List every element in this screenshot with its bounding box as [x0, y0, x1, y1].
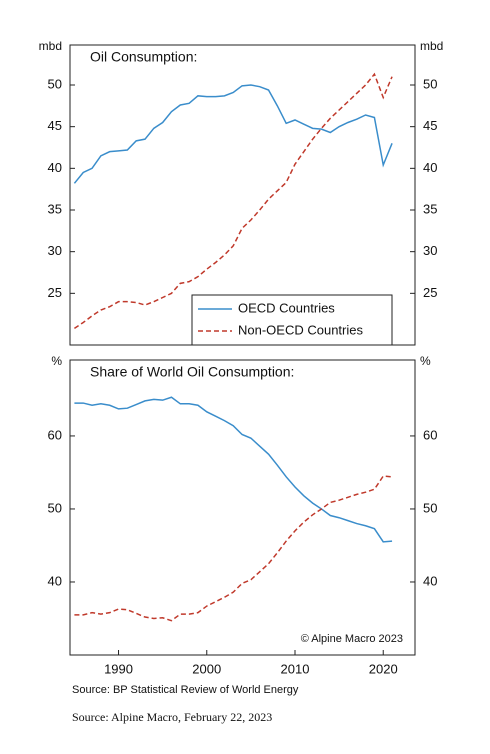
- y-tick-label: 40: [48, 573, 62, 588]
- y2-axis-unit: mbd: [420, 39, 443, 53]
- y-tick-label: 30: [48, 243, 62, 258]
- x-tick-label: 2010: [281, 661, 310, 676]
- series-line: [74, 475, 393, 622]
- x-tick-label: 1990: [104, 661, 133, 676]
- x-tick-label: 2000: [192, 661, 221, 676]
- y2-tick-label: 25: [423, 285, 437, 300]
- y-axis-unit: %: [51, 354, 62, 368]
- y-tick-label: 40: [48, 160, 62, 175]
- y-tick-label: 45: [48, 118, 62, 133]
- y2-tick-label: 60: [423, 427, 437, 442]
- chart-title: Oil Consumption:: [90, 49, 197, 65]
- y2-tick-label: 50: [423, 500, 437, 515]
- y-tick-label: 60: [48, 427, 62, 442]
- y2-axis-unit: %: [420, 354, 431, 368]
- y-tick-label: 35: [48, 201, 62, 216]
- annotation: © Alpine Macro 2023: [301, 633, 403, 645]
- y2-tick-label: 45: [423, 118, 437, 133]
- y-axis-unit: mbd: [39, 39, 62, 53]
- chart-title: Share of World Oil Consumption:: [90, 364, 294, 380]
- y2-tick-label: 50: [423, 76, 437, 91]
- y2-tick-label: 30: [423, 243, 437, 258]
- y2-tick-label: 35: [423, 201, 437, 216]
- source-note: Source: BP Statistical Review of World E…: [72, 684, 299, 696]
- plot-frame: [69, 359, 416, 656]
- series-line: [74, 396, 393, 543]
- caption: Source: Alpine Macro, February 22, 2023: [72, 710, 272, 724]
- legend-box: [191, 294, 393, 346]
- series-line: [73, 72, 393, 329]
- y-tick-label: 50: [48, 500, 62, 515]
- legend-label: Non-OECD Countries: [238, 322, 363, 337]
- y2-tick-label: 40: [423, 573, 437, 588]
- y-tick-label: 50: [48, 76, 62, 91]
- y-tick-label: 25: [48, 285, 62, 300]
- series-line: [73, 84, 393, 184]
- x-tick-label: 2020: [369, 661, 398, 676]
- legend-label: OECD Countries: [238, 300, 335, 315]
- y2-tick-label: 40: [423, 160, 437, 175]
